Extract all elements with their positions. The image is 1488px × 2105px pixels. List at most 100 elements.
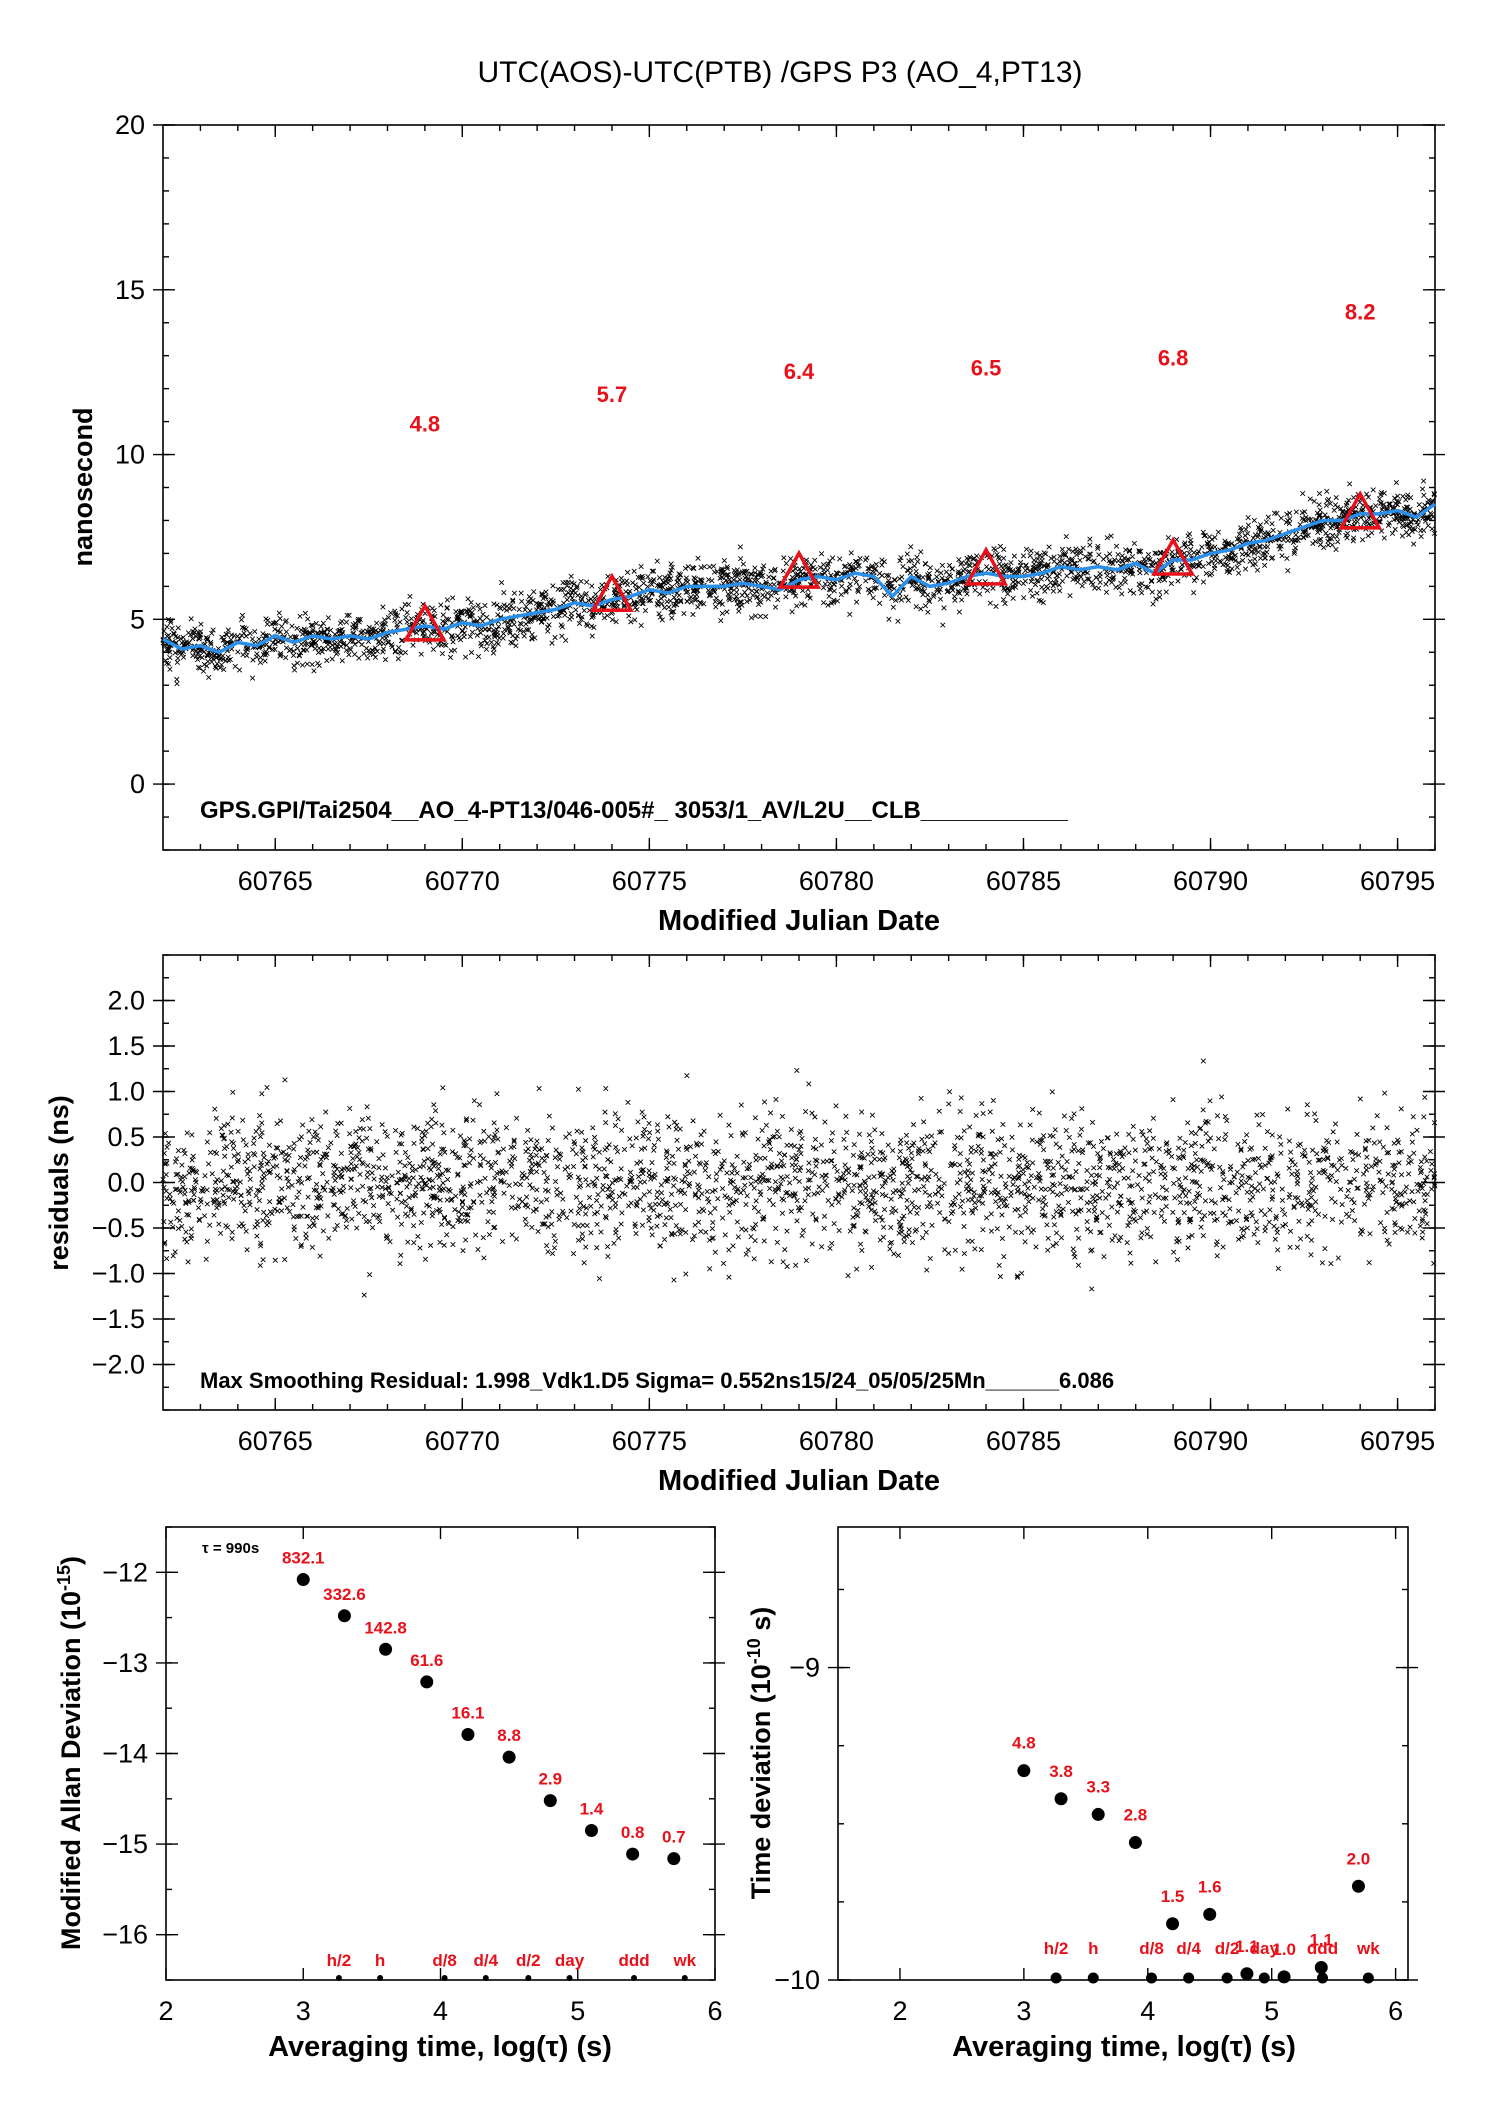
scatter-point	[1396, 499, 1402, 505]
residual-point	[1065, 1199, 1072, 1205]
scatter-point	[403, 614, 409, 621]
residual-point	[184, 1130, 190, 1136]
residual-point	[402, 1149, 409, 1156]
scatter-point	[1228, 541, 1235, 547]
scatter-point	[980, 584, 986, 590]
residual-point	[904, 1140, 910, 1146]
residual-point	[259, 1129, 265, 1136]
residual-point	[595, 1191, 601, 1198]
scatter-point	[167, 666, 173, 672]
scatter-point	[1185, 533, 1191, 539]
residual-point	[600, 1187, 606, 1193]
scatter-point	[706, 577, 712, 583]
residual-point	[190, 1197, 197, 1203]
residual-point	[1420, 1229, 1426, 1235]
residual-point	[214, 1205, 220, 1211]
scatter-point	[1236, 531, 1243, 537]
residual-point	[1264, 1128, 1271, 1135]
residual-point	[1207, 1210, 1214, 1216]
residual-point	[1188, 1143, 1194, 1149]
residual-point	[404, 1184, 410, 1190]
residual-point	[786, 1180, 793, 1186]
x-tick-label: 60790	[1173, 1426, 1248, 1456]
residual-point	[1009, 1134, 1015, 1140]
scatter-point	[1110, 560, 1116, 567]
scatter-point	[578, 578, 584, 585]
scatter-point	[449, 633, 455, 639]
residual-point	[427, 1185, 433, 1191]
scatter-point	[218, 662, 225, 668]
residual-point	[1233, 1190, 1239, 1196]
scatter-point	[402, 601, 408, 608]
residual-point	[1183, 1193, 1189, 1199]
residual-point	[726, 1122, 732, 1128]
residual-point	[204, 1201, 210, 1207]
residual-point	[1171, 1249, 1177, 1255]
scatter-point	[222, 640, 228, 647]
residual-point	[1363, 1187, 1369, 1193]
residual-point	[201, 1213, 208, 1219]
residual-point	[1282, 1211, 1288, 1217]
residual-point	[1310, 1188, 1317, 1194]
residual-point	[544, 1174, 551, 1181]
x-tick-label: 60785	[986, 1426, 1061, 1456]
residual-point	[1074, 1226, 1080, 1233]
residual-point	[240, 1117, 246, 1123]
residual-point	[318, 1124, 324, 1130]
scatter-point	[800, 588, 806, 594]
scatter-point	[1209, 558, 1215, 564]
scatter-point	[1061, 560, 1068, 566]
scatter-point	[1431, 491, 1437, 497]
residual-point	[306, 1175, 312, 1181]
residual-point	[1308, 1194, 1315, 1201]
scatter-point	[573, 607, 579, 613]
residual-point	[1091, 1208, 1098, 1214]
scatter-point	[325, 615, 331, 621]
residual-point	[1090, 1194, 1096, 1200]
scatter-point	[926, 597, 932, 603]
scatter-point	[642, 608, 649, 614]
scatter-point	[820, 561, 826, 568]
residual-point	[859, 1247, 865, 1253]
residual-point	[699, 1191, 705, 1197]
scatter-point	[475, 653, 482, 660]
residual-point	[757, 1189, 763, 1195]
scatter-point	[175, 625, 181, 631]
scatter-point	[1299, 515, 1305, 522]
scatter-point	[757, 613, 764, 620]
scatter-point	[1018, 559, 1024, 565]
scatter-point	[668, 609, 674, 616]
residual-point	[551, 1245, 558, 1251]
scatter-point	[913, 603, 919, 610]
scatter-point	[613, 600, 619, 606]
scatter-point	[1406, 532, 1412, 538]
residual-point	[743, 1201, 749, 1208]
residual-point	[995, 1137, 1001, 1143]
scatter-point	[924, 592, 931, 598]
residual-point	[235, 1157, 242, 1163]
scatter-point	[1232, 552, 1239, 558]
scatter-point	[455, 633, 461, 639]
residual-point	[959, 1266, 965, 1272]
scatter-point	[1046, 573, 1052, 580]
scatter-point	[664, 599, 670, 605]
time-series-frame	[162, 124, 1436, 851]
scatter-point	[304, 661, 310, 667]
scatter-point	[558, 622, 564, 628]
residual-point	[1410, 1114, 1416, 1120]
scatter-point	[855, 589, 861, 595]
residual-point	[1383, 1183, 1389, 1189]
residual-point	[978, 1150, 984, 1156]
residual-point	[1036, 1171, 1042, 1177]
residual-point	[649, 1159, 655, 1166]
scatter-point	[1315, 529, 1321, 535]
scatter-point	[847, 581, 853, 587]
scatter-point	[873, 561, 879, 567]
residual-point	[645, 1136, 652, 1142]
scatter-point	[843, 589, 849, 595]
residuals-frame	[162, 954, 1436, 1411]
residual-point	[965, 1173, 971, 1179]
residual-point	[1236, 1185, 1242, 1191]
residual-point	[1018, 1230, 1025, 1236]
scatter-point	[1057, 588, 1063, 594]
